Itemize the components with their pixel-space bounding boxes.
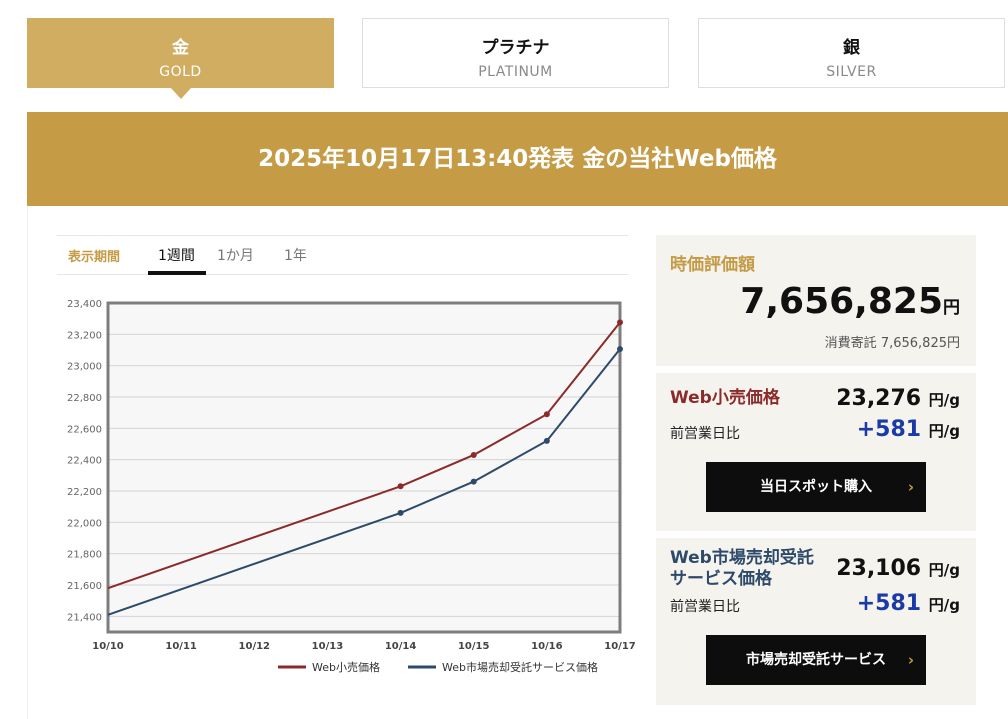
- legend-label: Web市場売却受託サービス価格: [442, 660, 598, 674]
- y-tick-label: 22,800: [67, 393, 102, 404]
- retail-diff-unit: 円/g: [928, 422, 960, 440]
- consign-diff-label: 前営業日比: [670, 599, 740, 615]
- tab-gold-label: 金: [172, 38, 189, 58]
- data-point: [543, 437, 550, 444]
- chevron-right-icon: ›: [907, 478, 914, 496]
- tab-silver-sub: SILVER: [826, 64, 877, 80]
- consign-title-line1: Web市場売却受託: [670, 548, 814, 568]
- x-tick-label: 10/11: [165, 641, 197, 652]
- y-tick-label: 21,600: [67, 581, 102, 592]
- data-point: [617, 346, 623, 353]
- valuation-card: 時価評価額 7,656,825円 消費寄託 7,656,825円: [656, 235, 976, 366]
- x-tick-label: 10/17: [604, 641, 636, 652]
- consign-price-card: Web市場売却受託 サービス価格 23,106 円/g 前営業日比 +581 円…: [656, 538, 976, 705]
- data-point: [470, 451, 477, 458]
- market-sell-label: 市場売却受託サービス: [746, 652, 886, 668]
- x-tick-label: 10/15: [458, 641, 490, 652]
- y-tick-label: 22,200: [67, 487, 102, 498]
- y-tick-label: 22,000: [67, 518, 102, 529]
- period-label: 表示期間: [68, 250, 121, 265]
- consign-title-line2: サービス価格: [670, 569, 772, 589]
- data-point: [617, 319, 623, 326]
- valuation-value: 7,656,825: [740, 281, 943, 322]
- y-tick-label: 23,000: [67, 362, 102, 373]
- x-tick-label: 10/10: [92, 641, 124, 652]
- y-tick-label: 22,400: [67, 456, 102, 467]
- y-tick-label: 22,600: [67, 424, 102, 435]
- price-chart-svg: 21,400 21,600 21,800 22,000 22,200 22,400 22,6…: [67, 299, 636, 674]
- spot-buy-button[interactable]: 当日スポット購入 ›: [706, 462, 926, 512]
- period-option-1week[interactable]: 1週間: [158, 248, 195, 264]
- consign-price: 23,106 円/g: [836, 556, 960, 581]
- x-tick-label: 10/16: [531, 641, 563, 652]
- y-tick-label: 21,800: [67, 550, 102, 561]
- period-option-1month[interactable]: 1か月: [217, 248, 254, 264]
- tab-platinum-label: プラチナ: [481, 38, 550, 58]
- data-point: [543, 411, 550, 418]
- retail-diff-value: +581: [856, 417, 922, 442]
- consign-diff-unit: 円/g: [928, 596, 960, 614]
- retail-price-unit: 円/g: [928, 391, 960, 409]
- consignment-label: 消費寄託: [824, 336, 877, 351]
- data-point: [397, 509, 404, 516]
- plot-area: [108, 303, 620, 632]
- retail-diff: +581 円/g: [857, 417, 960, 442]
- price-chart: 21,400 21,600 21,800 22,000 22,200 22,400 22,6…: [57, 285, 637, 685]
- price-banner: 2025年10月17日13:40発表 金の当社Web価格: [27, 112, 1008, 206]
- x-tick-label: 10/14: [385, 641, 417, 652]
- consignment-amount: 7,656,825円: [880, 336, 960, 351]
- valuation-amount: 7,656,825円: [740, 281, 960, 322]
- valuation-title: 時価評価額: [670, 255, 755, 275]
- x-tick-label: 10/12: [239, 641, 271, 652]
- y-tick-label: 21,400: [67, 612, 102, 623]
- data-point: [470, 478, 477, 485]
- retail-title: Web小売価格: [670, 388, 780, 408]
- plot-frame: [106, 301, 622, 634]
- data-point: [397, 483, 404, 490]
- tab-platinum[interactable]: プラチナ PLATINUM: [362, 18, 669, 88]
- consign-title: Web市場売却受託 サービス価格: [670, 548, 814, 590]
- period-active-underline: [148, 271, 206, 275]
- period-option-1year[interactable]: 1年: [284, 248, 307, 264]
- tab-gold-sub: GOLD: [159, 64, 202, 80]
- legend-label: Web小売価格: [312, 660, 380, 674]
- tab-silver[interactable]: 銀 SILVER: [698, 18, 1005, 88]
- y-tick-label: 23,200: [67, 330, 102, 341]
- tab-platinum-sub: PLATINUM: [478, 64, 553, 80]
- banner-title: 2025年10月17日13:40発表 金の当社Web価格: [258, 146, 777, 172]
- x-tick-label: 10/13: [312, 641, 344, 652]
- spot-buy-label: 当日スポット購入: [760, 479, 872, 495]
- tab-gold[interactable]: 金 GOLD: [27, 18, 334, 88]
- consign-price-unit: 円/g: [928, 561, 960, 579]
- retail-diff-label: 前営業日比: [670, 426, 740, 442]
- retail-price: 23,276 円/g: [836, 386, 960, 411]
- valuation-unit: 円: [943, 298, 960, 318]
- active-tab-pointer: [171, 88, 191, 99]
- y-tick-label: 23,400: [67, 299, 102, 310]
- consign-price-value: 23,106: [836, 556, 922, 581]
- market-sell-button[interactable]: 市場売却受託サービス ›: [706, 635, 926, 685]
- retail-price-card: Web小売価格 23,276 円/g 前営業日比 +581 円/g 当日スポット…: [656, 373, 976, 531]
- consignment-value: 消費寄託 7,656,825円: [825, 332, 960, 351]
- retail-price-value: 23,276: [836, 386, 922, 411]
- consign-diff: +581 円/g: [857, 591, 960, 616]
- period-selector: 表示期間 1週間 1か月 1年: [57, 235, 628, 275]
- consign-diff-value: +581: [856, 591, 922, 616]
- tab-silver-label: 銀: [843, 38, 860, 58]
- chevron-right-icon: ›: [907, 651, 914, 669]
